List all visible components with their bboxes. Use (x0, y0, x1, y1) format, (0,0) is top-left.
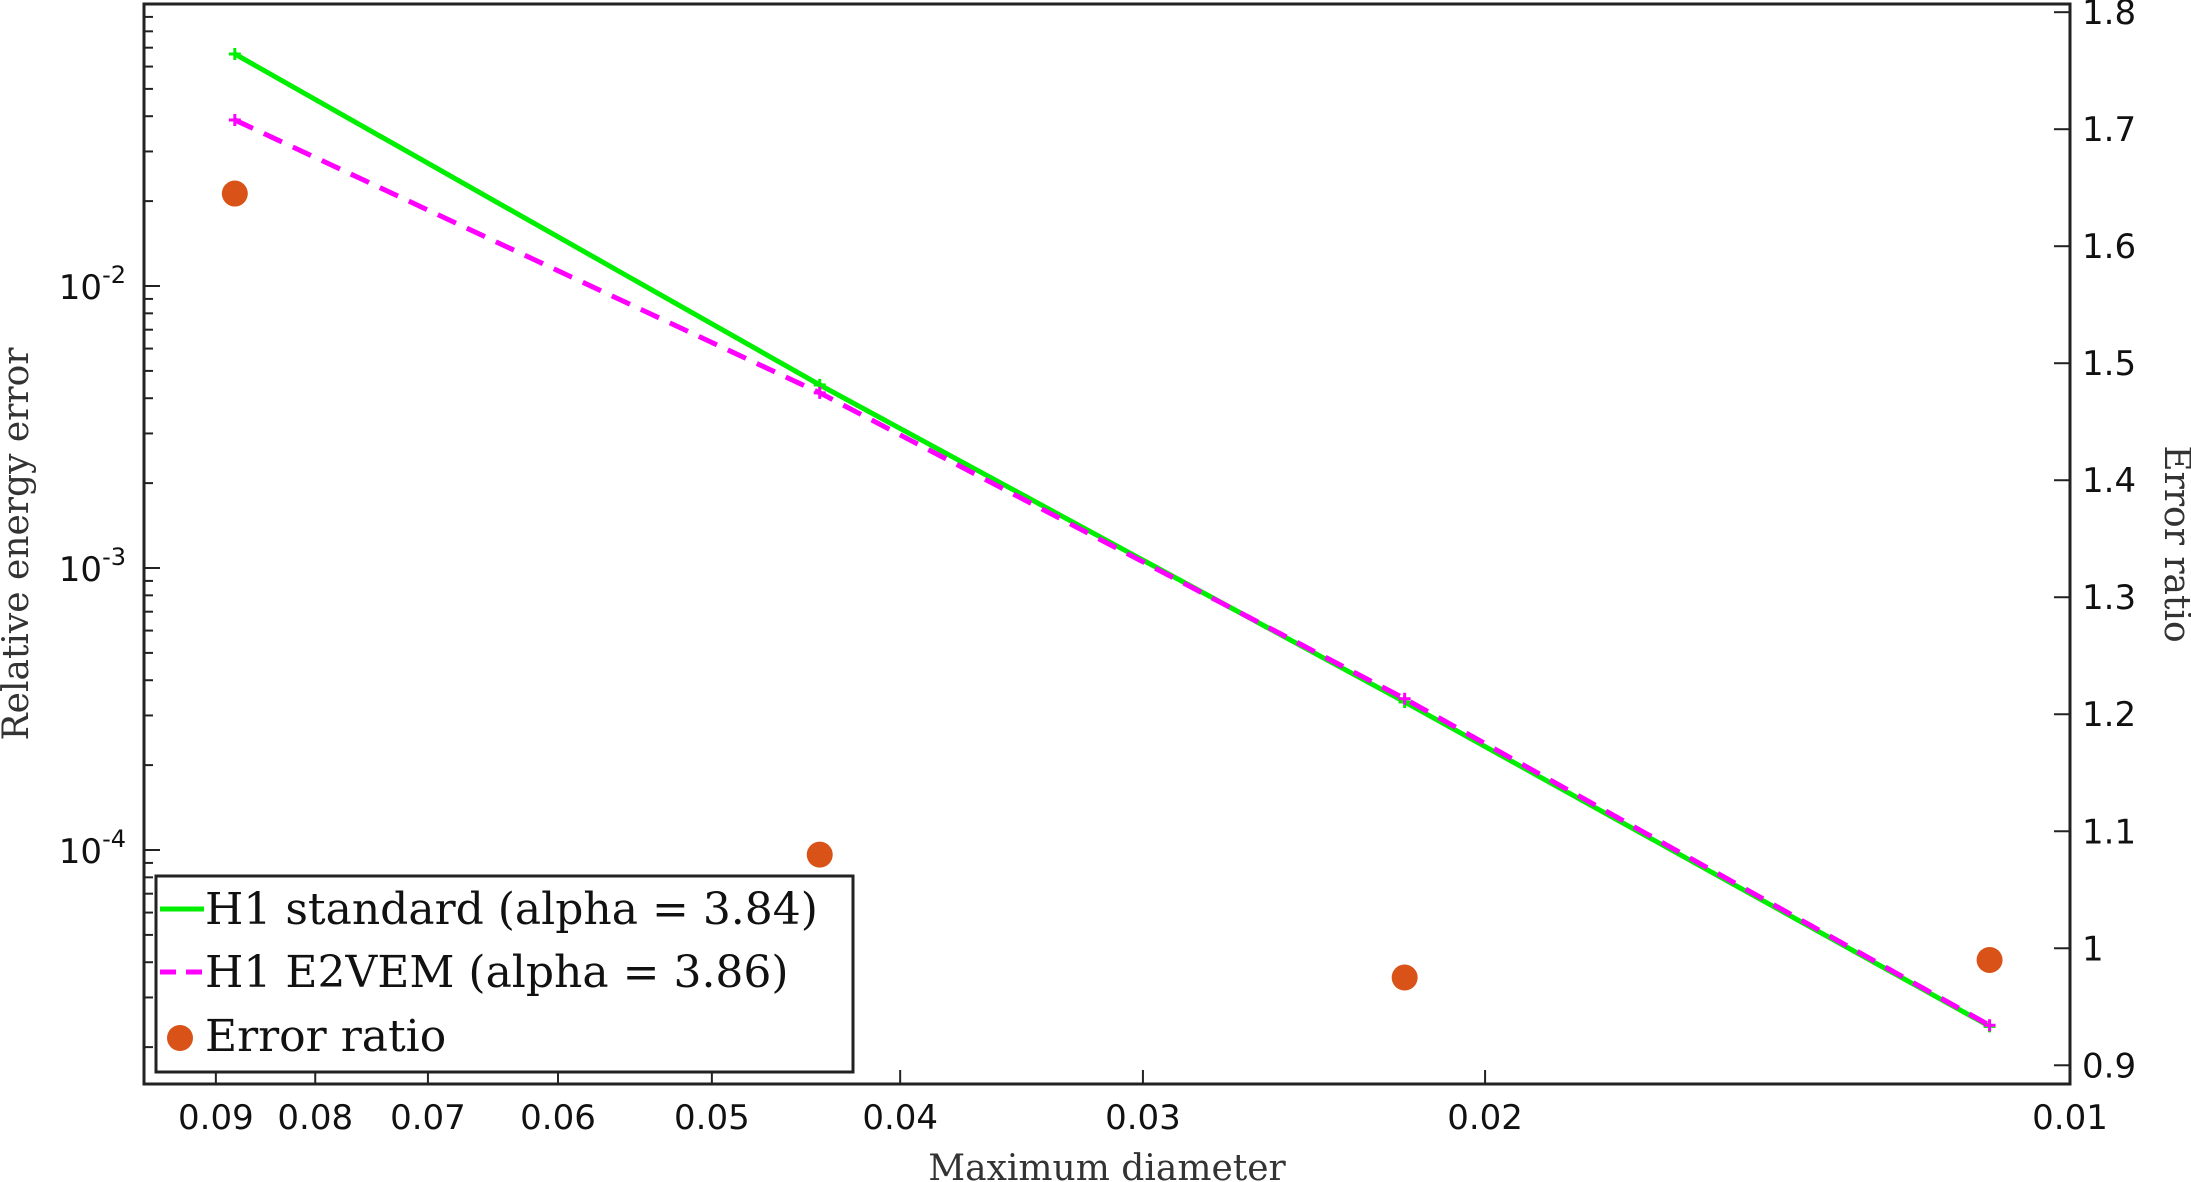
y-right-tick-label: 0.9 (2082, 1046, 2136, 1086)
legend-entry-h1-standard: H1 standard (alpha = 3.84) (160, 884, 818, 935)
y-left-tick-label: 10-2 (59, 261, 126, 308)
legend-marker-error-ratio (167, 1025, 193, 1051)
legend: H1 standard (alpha = 3.84) H1 E2VEM (alp… (154, 874, 855, 1074)
x-axis-title: Maximum diameter (928, 1148, 1286, 1182)
y-axis-right-title: Error ratio (2156, 445, 2191, 642)
x-tick-label: 0.01 (2032, 1098, 2108, 1138)
y-axis-left-title: Relative energy error (0, 347, 37, 741)
legend-label-error-ratio: Error ratio (205, 1011, 446, 1062)
h1-e2vem-marker (813, 386, 826, 399)
legend-box (154, 874, 855, 1074)
y-left-tick-label: 10-4 (59, 825, 126, 872)
legend-label-h1-standard: H1 standard (alpha = 3.84) (205, 884, 818, 935)
h1-e2vem-marker (228, 113, 241, 126)
y-right-tick-label: 1.5 (2082, 344, 2136, 384)
error-ratio-point (221, 180, 248, 207)
x-tick-label: 0.08 (277, 1098, 353, 1138)
y-right-tick-label: 1.2 (2082, 695, 2136, 735)
x-tick-label: 0.07 (390, 1098, 466, 1138)
series-layer (221, 47, 2003, 1033)
y-right-tick-label: 1.8 (2082, 0, 2136, 33)
h1-standard-marker (228, 47, 241, 60)
x-tick-label: 0.09 (178, 1098, 254, 1138)
y-left-tick-label: 10-3 (59, 543, 126, 590)
x-tick-label: 0.03 (1105, 1098, 1181, 1138)
h1-e2vem-marker (1398, 692, 1411, 705)
error-ratio-point (1976, 946, 2003, 973)
legend-entry-error-ratio: Error ratio (167, 1011, 446, 1062)
x-tick-label: 0.02 (1447, 1098, 1523, 1138)
y-right-tick-label: 1.4 (2082, 461, 2136, 501)
y-right-tick-label: 1 (2082, 929, 2104, 969)
legend-entry-h1-e2vem: H1 E2VEM (alpha = 3.86) (160, 947, 789, 998)
y-right-tick-label: 1.6 (2082, 227, 2136, 267)
h1-e2vem-marker (1983, 1019, 1996, 1032)
ticks-layer: 0.09 0.08 0.07 0.06 0.05 0.04 0.03 0.02 0.01 10-4… (59, 0, 2136, 1138)
y-right-tick-label: 1.1 (2082, 812, 2136, 852)
y-right-tick-label: 1.7 (2082, 110, 2136, 150)
plot-area-border (142, 2, 2072, 1086)
x-tick-label: 0.04 (862, 1098, 938, 1138)
h1-e2vem-line (233, 117, 1991, 1028)
x-tick-label: 0.05 (674, 1098, 750, 1138)
error-ratio-point (806, 841, 833, 868)
x-tick-label: 0.06 (520, 1098, 596, 1138)
legend-label-h1-e2vem: H1 E2VEM (alpha = 3.86) (205, 947, 789, 998)
error-ratio-point (1391, 964, 1418, 991)
y-right-tick-label: 1.3 (2082, 578, 2136, 618)
